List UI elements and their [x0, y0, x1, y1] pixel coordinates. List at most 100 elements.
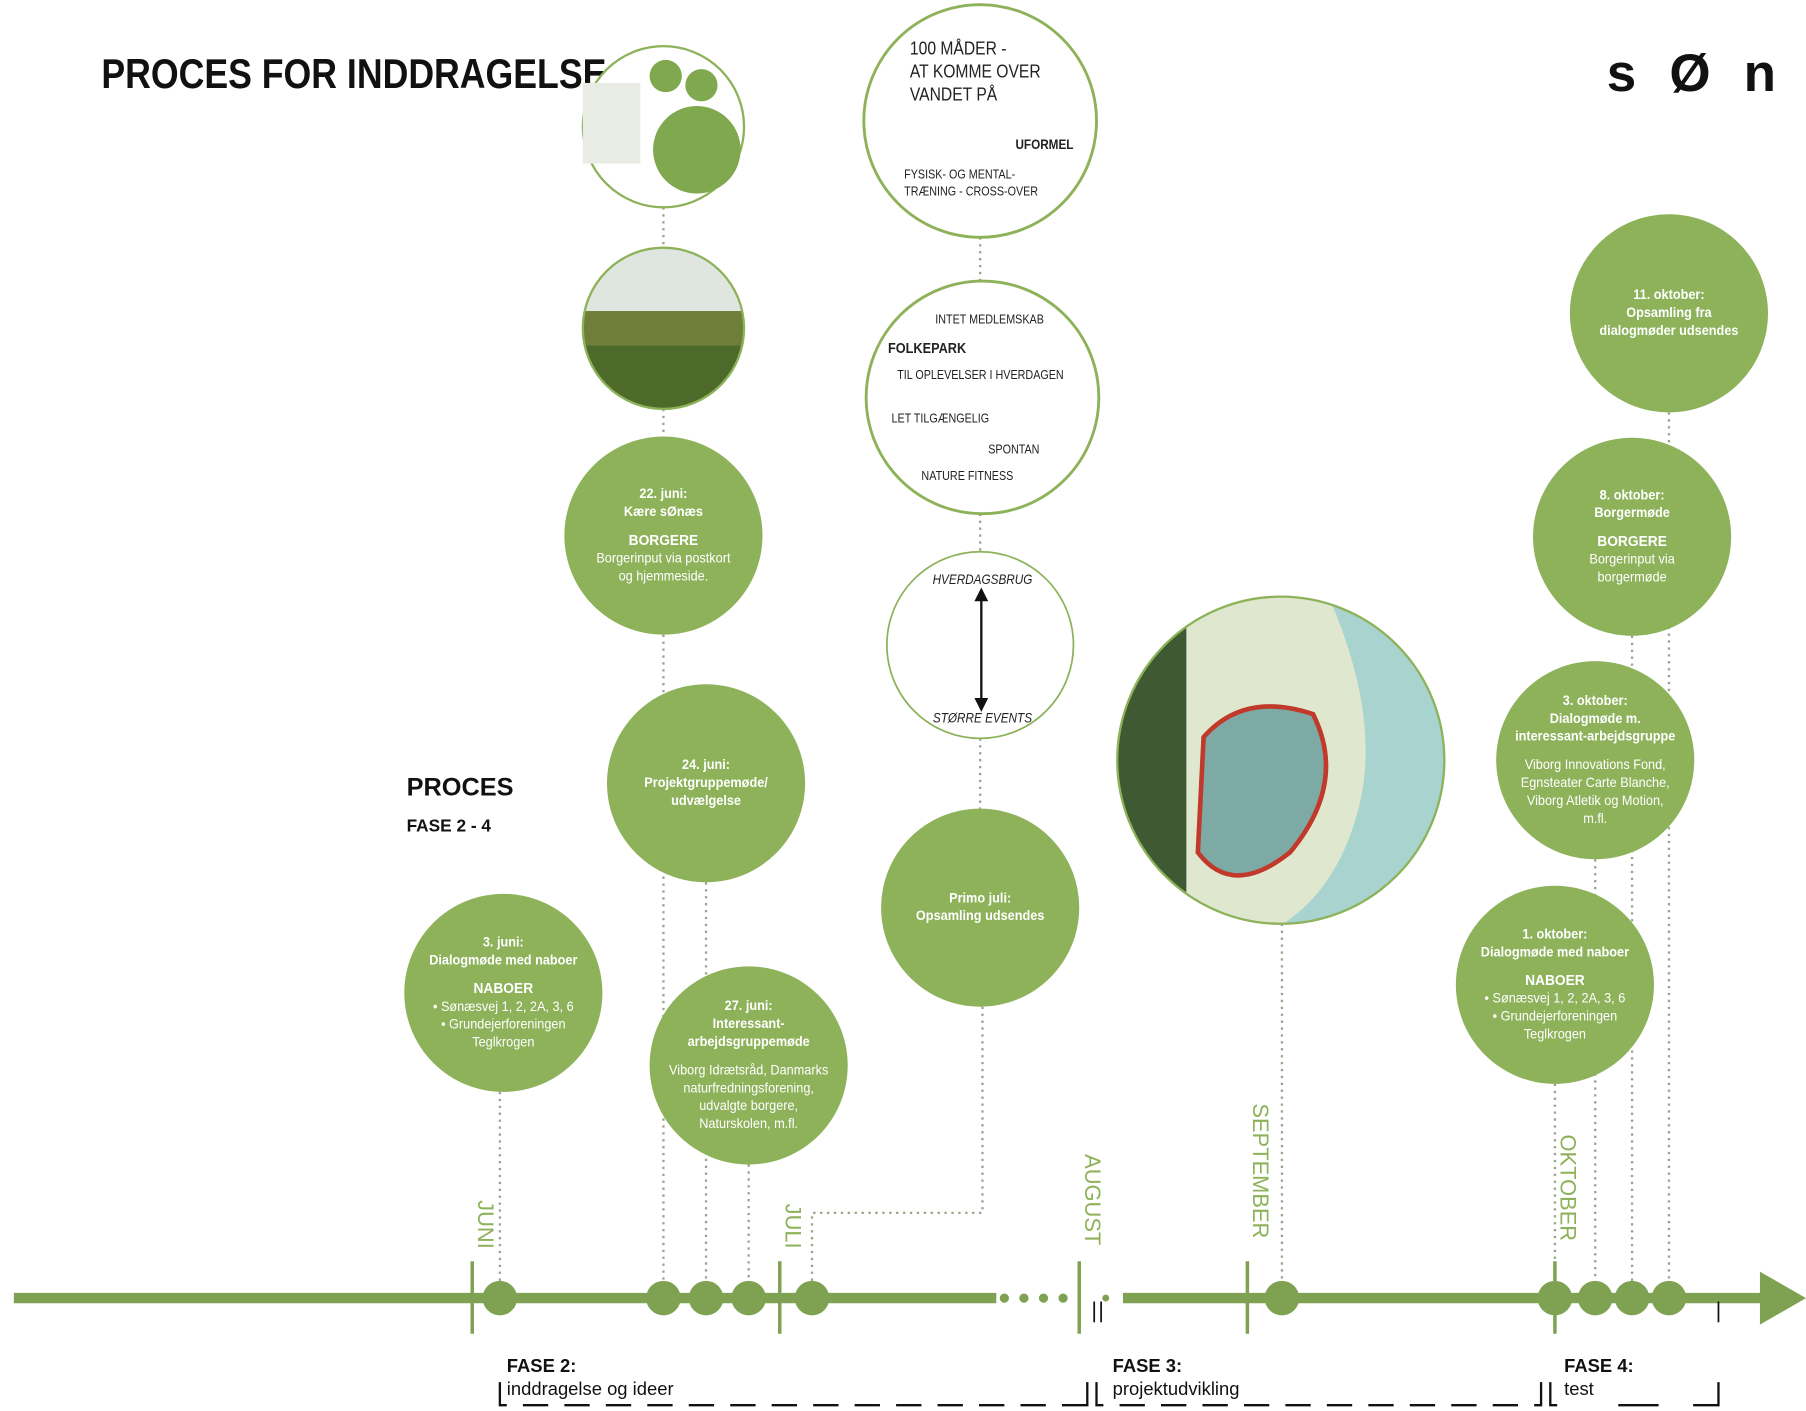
event: 1. oktober:Dialogmøde med naboerNABOER• … [1455, 885, 1654, 1084]
event-text: • Grundejerforeningen [441, 1016, 565, 1032]
logo: s Ø n a [1607, 44, 1806, 103]
event-text: Opsamling fra [1626, 304, 1712, 320]
event-text: udvælgelse [671, 792, 741, 808]
event-text: interessant-arbejdsgruppe [1515, 728, 1675, 744]
event-text: BORGERE [629, 532, 699, 549]
postcard-image [581, 44, 746, 209]
event-text: • Grundejerforeningen [1493, 1008, 1617, 1024]
event-circle [881, 808, 1080, 1007]
event-text: 3. oktober: [1563, 692, 1628, 708]
concept-text: HVERDAGSBRUG [933, 571, 1033, 587]
timeline-dot [688, 1280, 724, 1316]
month-label: AUGUST [1080, 1154, 1105, 1245]
phase-desc: test [1564, 1378, 1594, 1399]
event-circle [649, 966, 848, 1165]
event-text: Viborg Innovations Fond, [1525, 757, 1666, 773]
event-text: 22. juni: [639, 486, 687, 502]
concept-text: SPONTAN [988, 443, 1039, 457]
timeline-dot [1264, 1280, 1300, 1316]
concept-text: FOLKEPARK [888, 339, 966, 356]
concept-text: TRÆNING - CROSS-OVER [904, 185, 1038, 199]
event-text: Opsamling udsendes [916, 908, 1044, 924]
phase-name: FASE 4: [1564, 1355, 1634, 1376]
timeline-dot [1651, 1280, 1687, 1316]
concept-circle [862, 3, 1098, 239]
event-text: Egnsteater Carte Blanche, [1521, 775, 1670, 791]
concept-text: VANDET PÅ [910, 84, 998, 104]
event-text: 8. oktober: [1600, 487, 1665, 503]
event: 8. oktober: Borgermøde BORGEREBorgerinput … [1533, 437, 1732, 636]
event-circle [1455, 885, 1654, 1084]
event-text: naturfredningsforening, [683, 1080, 814, 1096]
event-text: 27. juni: [725, 998, 773, 1014]
event-text: Viborg Atletik og Motion, [1527, 792, 1664, 808]
timeline-dot [482, 1280, 518, 1316]
event-circle [1569, 214, 1768, 413]
event-text: 11. oktober: [1633, 287, 1704, 303]
concept-text: UFORMEL [1015, 136, 1073, 152]
event-text: Interessant- [713, 1016, 785, 1032]
event-text: og hjemmeside. [619, 568, 709, 584]
event-text: Naturskolen, m.fl. [699, 1116, 798, 1132]
event: Primo juli: Opsamling udsendes [881, 808, 1080, 1007]
event: 27. juni: Interessant-arbejdsgruppemøde Vi… [649, 966, 848, 1165]
event-circle [1533, 437, 1732, 636]
phase-brackets [498, 1382, 1720, 1407]
phase-name: FASE 3: [1113, 1355, 1183, 1376]
event-text: Dialogmøde med naboer [1481, 944, 1629, 960]
timeline-dot [1577, 1280, 1613, 1316]
event-text: Viborg Idrætsråd, Danmarks [669, 1062, 829, 1078]
timeline-dot [794, 1280, 830, 1316]
scale-arrow [974, 587, 989, 712]
event-text: m.fl. [1583, 810, 1607, 826]
event-text: Teglkrogen [472, 1034, 534, 1050]
event-text: Borgermøde [1594, 505, 1670, 521]
timeline-dot [646, 1280, 681, 1316]
concept-text: TIL OPLEVELSER I HVERDAGEN [897, 368, 1063, 382]
phase-name: FASE 2: [507, 1355, 577, 1376]
event-text: Borgerinput via [1589, 551, 1675, 567]
month-label: JUNI [473, 1200, 498, 1249]
event-text: BORGERE [1597, 534, 1667, 551]
event-text: udvalgte borgere, [699, 1098, 798, 1114]
event-text: Projektgruppemøde/ [644, 774, 768, 790]
phase-desc: inddragelse og ideer [507, 1378, 674, 1399]
event-circle [404, 893, 603, 1092]
process-title: PROCES [407, 774, 514, 802]
event-text: • Sønæsvej 1, 2, 2A, 3, 6 [433, 998, 574, 1014]
concept-text: 100 MÅDER - [910, 38, 1007, 58]
phase-desc: projektudvikling [1113, 1378, 1240, 1399]
event: 11. oktober:Opsamling fra dialogmøder uds… [1569, 214, 1768, 413]
month-label: JULI [780, 1204, 805, 1249]
event-text: arbejdsgruppemøde [688, 1033, 810, 1049]
event-text: NABOER [474, 981, 534, 998]
event-text: • Sønæsvej 1, 2, 2A, 3, 6 [1485, 990, 1626, 1006]
event-text: Kære sØnæs [624, 504, 703, 520]
timeline [13, 1271, 1806, 1325]
concept-text: LET TILGÆNGELIG [891, 412, 989, 426]
concept-circle [864, 279, 1101, 516]
event-text: 1. oktober: [1522, 926, 1587, 942]
timeline-dot [731, 1280, 766, 1316]
timeline-dot [1614, 1280, 1650, 1316]
month-label: SEPTEMBER [1248, 1103, 1273, 1238]
process-subtitle: FASE 2 - 4 [407, 816, 492, 836]
photo-image [581, 246, 746, 411]
month-label: OKTOBER [1556, 1135, 1581, 1242]
concept-text: AT KOMME OVER [910, 61, 1041, 81]
event-text: 24. juni: [682, 757, 730, 773]
event-text: dialogmøder udsendes [1599, 322, 1738, 338]
concept-text: NATURE FITNESS [921, 469, 1013, 483]
event: 24. juni:Projektgruppemøde/udvælgelse [606, 684, 806, 883]
concept-text: STØRRE EVENTS [933, 709, 1033, 725]
event-text: 3. juni: [483, 934, 524, 950]
page-title: PROCES FOR INDDRAGELSE [101, 52, 606, 98]
map-image [1116, 595, 1446, 925]
concept-text: INTET MEDLEMSKAB [935, 313, 1044, 327]
event: 3. oktober: Dialogmøde m. interessant-arbe… [1496, 661, 1695, 860]
event-text: Dialogmøde m. [1550, 710, 1641, 726]
event-text: borgermøde [1597, 569, 1666, 585]
event-text: Primo juli: [949, 890, 1011, 906]
